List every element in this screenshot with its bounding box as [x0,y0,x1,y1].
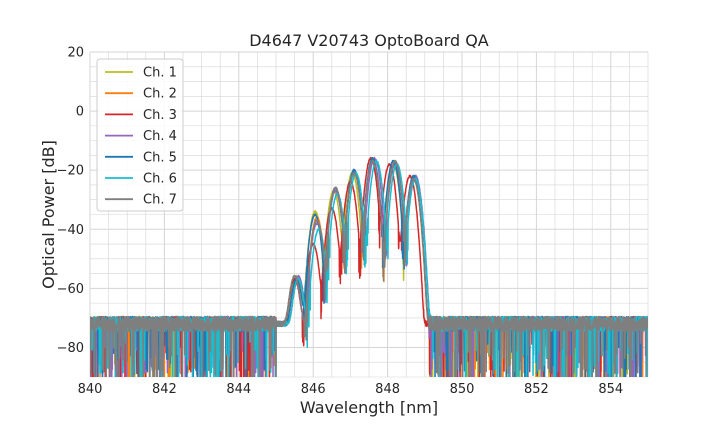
y-tick-label: −80 [57,341,84,356]
y-tick-label: −20 [57,164,84,179]
legend-label: Ch. 7 [143,193,177,208]
y-axis-ticks: −80 −60 −40 −20 0 20 [57,46,84,356]
x-tick-label: 850 [450,382,475,397]
legend-label: Ch. 1 [143,66,177,81]
legend-label: Ch. 6 [143,172,177,187]
legend-label: Ch. 5 [143,150,177,165]
x-axis-label: Wavelength [nm] [300,398,438,417]
x-tick-label: 842 [152,382,177,397]
legend-label: Ch. 3 [143,108,177,123]
y-tick-label: −40 [57,223,84,238]
legend: Ch. 1 Ch. 2 Ch. 3 Ch. 4 Ch. 5 Ch. 6 Ch. 7 [97,59,183,211]
chart-title: D4647 V20743 OptoBoard QA [249,31,489,50]
y-tick-label: 20 [67,46,84,61]
x-tick-label: 852 [524,382,549,397]
y-tick-label: 0 [76,105,84,120]
x-axis-ticks: 840 842 844 846 848 850 852 854 [78,382,624,397]
legend-label: Ch. 4 [143,129,177,144]
y-axis-label: Optical Power [dB] [39,140,58,289]
x-tick-label: 854 [598,382,623,397]
x-tick-label: 848 [375,382,400,397]
x-tick-label: 840 [78,382,103,397]
x-tick-label: 846 [301,382,326,397]
legend-label: Ch. 2 [143,87,177,102]
y-tick-label: −60 [57,282,84,297]
x-tick-label: 844 [226,382,251,397]
